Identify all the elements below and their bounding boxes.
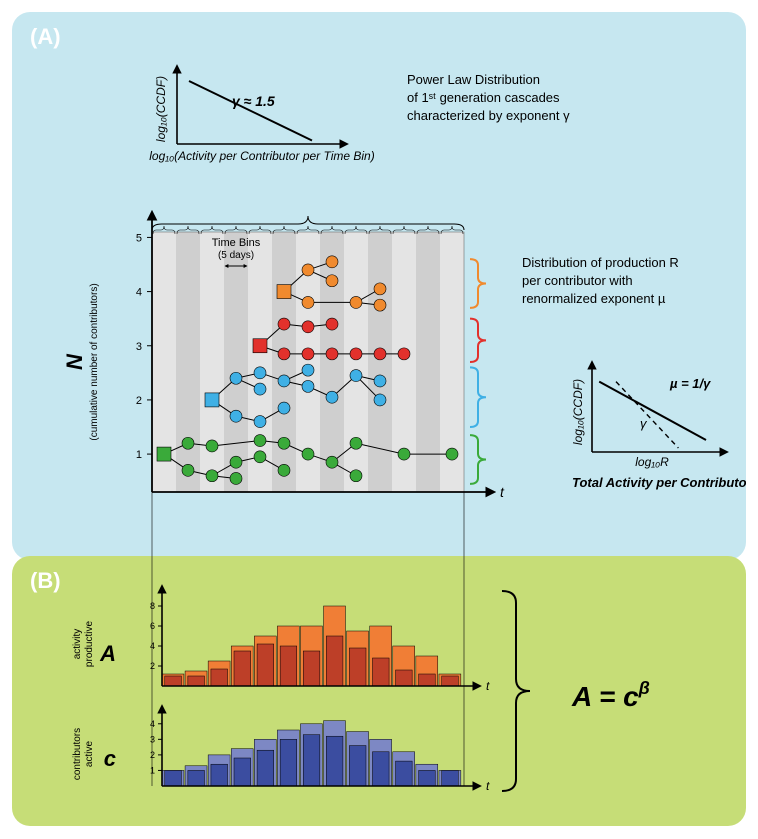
svg-text:t: t — [500, 484, 505, 500]
svg-text:4: 4 — [150, 719, 155, 729]
panel-b: (B) t2468 t1234 A productive activity c … — [12, 556, 746, 826]
total-activity-label: Total Activity per Contributor — [572, 475, 746, 490]
A-sub2: activity — [72, 629, 83, 660]
svg-text:γ: γ — [640, 416, 648, 431]
svg-text:N: N — [62, 353, 87, 370]
power-law-line1: Power Law Distribution — [407, 72, 540, 87]
panel-a: (A) γ ≈ 1.5 log₁₀(CCDF) log₁₀(Activity per… — [12, 12, 746, 560]
svg-text:5: 5 — [136, 232, 142, 244]
ccdf-right: µ = 1/γ γ log₁₀(CCDF) log₁₀R — [571, 362, 727, 469]
svg-text:t: t — [486, 779, 490, 793]
figure-root: (A) γ ≈ 1.5 log₁₀(CCDF) log₁₀(Activity per… — [0, 0, 758, 839]
dist-r-line3: renormalized exponent µ — [522, 291, 666, 306]
panel-b-label: (B) — [30, 568, 61, 594]
bar-chart-A: t 2 4 6 8 — [150, 586, 490, 693]
svg-text:3: 3 — [136, 341, 142, 353]
A-symbol: A — [99, 641, 116, 666]
svg-text:log₁₀(Activity per Contributor: log₁₀(Activity per Contributor per Time … — [149, 149, 374, 163]
cascade-diagram: t 1 2 3 4 5 N(cumulative number of contributor… — [62, 212, 505, 500]
svg-text:8: 8 — [150, 601, 155, 611]
panel-a-svg: γ ≈ 1.5 log₁₀(CCDF) log₁₀(Activity per Con… — [12, 12, 746, 560]
svg-text:(5 days): (5 days) — [218, 250, 254, 261]
svg-text:log₁₀(CCDF): log₁₀(CCDF) — [571, 379, 585, 445]
panel-a-label: (A) — [30, 24, 61, 50]
c-sub1: active — [84, 741, 95, 768]
svg-text:log₁₀R: log₁₀R — [635, 455, 669, 469]
power-law-line2: of 1ˢᵗ generation cascades — [407, 90, 560, 105]
ccdf-top: γ ≈ 1.5 log₁₀(CCDF) log₁₀(Activity per Con… — [149, 66, 374, 163]
svg-text:t: t — [486, 679, 490, 693]
svg-text:4: 4 — [136, 287, 142, 299]
svg-text:2: 2 — [150, 750, 155, 760]
svg-text:3: 3 — [150, 734, 155, 744]
svg-text:1: 1 — [150, 765, 155, 775]
svg-text:log₁₀(CCDF): log₁₀(CCDF) — [154, 76, 168, 142]
A-sub1: productive — [84, 620, 95, 667]
c-sub2: contributors — [72, 728, 83, 780]
svg-text:γ ≈ 1.5: γ ≈ 1.5 — [232, 93, 275, 109]
svg-text:4: 4 — [150, 641, 155, 651]
equation-Acb: A = cβ — [571, 678, 650, 712]
svg-text:6: 6 — [150, 621, 155, 631]
svg-text:2: 2 — [150, 661, 155, 671]
svg-text:µ = 1/γ: µ = 1/γ — [669, 376, 711, 391]
dist-r-line1: Distribution of production R — [522, 255, 679, 270]
svg-text:1: 1 — [136, 449, 142, 461]
power-law-line3: characterized by exponent γ — [407, 108, 570, 123]
panel-b-svg: t 2 4 6 8 t 1 2 3 4 A productive activity c acti… — [12, 556, 746, 826]
big-brace — [502, 591, 530, 791]
svg-text:2: 2 — [136, 395, 142, 407]
bar-chart-c: t 1 2 3 4 — [150, 706, 490, 793]
svg-text:Time Bins: Time Bins — [212, 237, 261, 249]
svg-text:(cumulative number of contribu: (cumulative number of contributors) — [89, 283, 100, 440]
dist-r-line2: per contributor with — [522, 273, 633, 288]
c-symbol: c — [104, 746, 116, 771]
